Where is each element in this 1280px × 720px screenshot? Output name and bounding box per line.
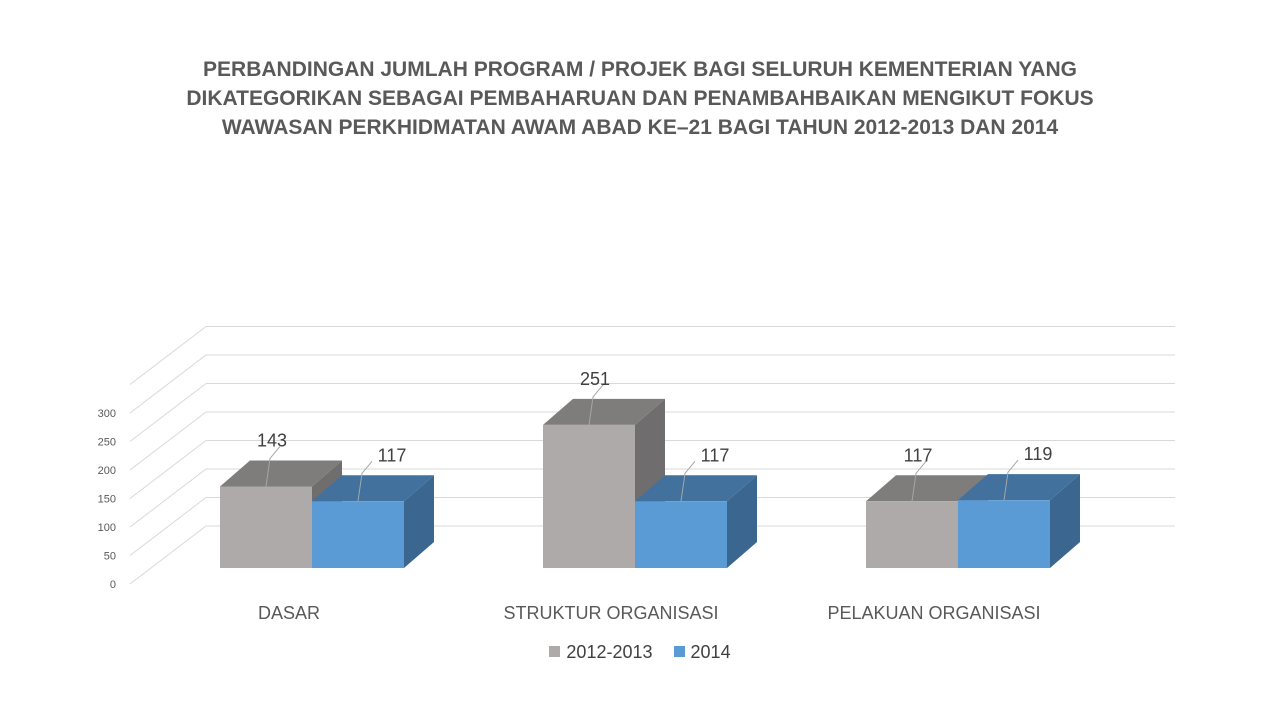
bar-top-face xyxy=(635,475,757,502)
chart-title-line-1: PERBANDINGAN JUMLAH PROGRAM / PROJEK BAG… xyxy=(203,58,1077,81)
grid-layer xyxy=(129,326,1175,585)
bar-2-2 xyxy=(635,475,757,568)
category-label: DASAR xyxy=(258,603,320,623)
data-label-leader xyxy=(265,446,281,487)
bar-side-face xyxy=(404,475,434,568)
y-tick-label: 100 xyxy=(98,522,116,534)
gridline-side xyxy=(129,440,207,499)
chart-title: PERBANDINGAN JUMLAH PROGRAM / PROJEK BAG… xyxy=(140,55,1140,142)
data-label: 117 xyxy=(378,445,407,465)
bar-2-1 xyxy=(312,475,434,568)
legend: 2012-2013 2014 xyxy=(0,642,1280,663)
legend-item-series-1: 2012-2013 xyxy=(549,642,653,663)
bar-top-face xyxy=(312,475,434,502)
data-label: 251 xyxy=(580,369,610,389)
bar-front-face xyxy=(958,500,1050,568)
bar-side-face xyxy=(727,475,757,568)
gridline-side xyxy=(129,354,207,414)
category-label: STRUKTUR ORGANISASI xyxy=(503,603,718,623)
y-tick-label: 50 xyxy=(104,551,116,563)
data-label: 143 xyxy=(257,430,287,450)
data-label-leader xyxy=(680,460,696,502)
data-label-leader xyxy=(357,460,373,502)
chart-title-line-2: DIKATEGORIKAN SEBAGAI PEMBAHARUAN DAN PE… xyxy=(186,87,1094,110)
data-label: 117 xyxy=(701,445,730,465)
gridline-side xyxy=(129,326,207,385)
gridline-side xyxy=(129,411,207,471)
y-tick-label: 0 xyxy=(110,579,116,591)
y-axis-ticks: 0 50 100 150 200 250 300 xyxy=(98,408,116,591)
y-tick-label: 250 xyxy=(98,437,116,449)
legend-label-series-1: 2012-2013 xyxy=(566,642,653,662)
bar-front-face xyxy=(866,501,958,568)
bar-side-face xyxy=(1050,474,1080,568)
data-label-leader xyxy=(588,384,604,426)
bar-front-face xyxy=(312,501,404,568)
bar-2-3 xyxy=(958,474,1080,568)
bar-top-face xyxy=(958,474,1080,501)
y-tick-label: 200 xyxy=(98,465,116,477)
data-label: 117 xyxy=(904,445,933,465)
category-label: PELAKUAN ORGANISASI xyxy=(827,603,1040,623)
chart-title-line-3: WAWASAN PERKHIDMATAN AWAM ABAD KE–21 BAG… xyxy=(221,116,1059,139)
gridline-side xyxy=(129,497,207,556)
y-tick-label: 300 xyxy=(98,408,116,420)
bar-front-face xyxy=(543,424,635,568)
data-label-leader xyxy=(1003,459,1019,501)
bar-top-face xyxy=(866,475,988,502)
bar-front-face xyxy=(635,501,727,568)
data-label: 119 xyxy=(1024,444,1053,464)
bar-front-face xyxy=(220,486,312,568)
legend-swatch-series-2 xyxy=(673,646,685,657)
x-axis-categories: DASAR STRUKTUR ORGANISASI PELAKUAN ORGANIS… xyxy=(258,603,1041,623)
legend-label-series-2: 2014 xyxy=(690,642,731,662)
gridline-side xyxy=(129,383,207,442)
legend-item-series-2: 2014 xyxy=(673,642,731,663)
bar-top-face xyxy=(543,398,665,425)
gridline-side xyxy=(129,468,207,528)
data-label-leader xyxy=(911,460,927,502)
data-labels-layer: 143 117 251 117 117 119 xyxy=(257,369,1053,502)
bars-layer xyxy=(220,398,1080,568)
legend-swatch-series-1 xyxy=(549,646,561,657)
gridline-side xyxy=(129,525,207,585)
y-tick-label: 150 xyxy=(98,494,116,506)
bar-top-face xyxy=(220,460,342,487)
